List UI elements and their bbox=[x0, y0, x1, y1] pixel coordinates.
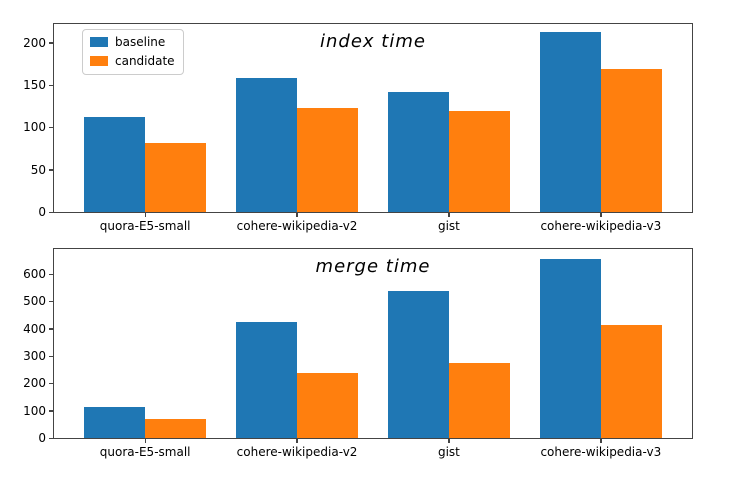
index-time-chart: index time baseline candidate 0 50 100 150 2… bbox=[23, 23, 693, 233]
x-tick-mark bbox=[600, 439, 602, 443]
x-tick-mark bbox=[296, 439, 298, 443]
plot-area bbox=[54, 249, 692, 438]
y-tick-mark bbox=[49, 127, 53, 129]
y-tick-mark bbox=[49, 211, 53, 213]
y-tick-mark bbox=[49, 410, 53, 412]
y-tick-mark bbox=[49, 169, 53, 171]
y-tick-label: 200 bbox=[23, 376, 46, 391]
y-tick-label: 200 bbox=[23, 35, 46, 50]
bar-candidate-quora-E5-small bbox=[145, 418, 206, 438]
bar-candidate-quora-E5-small bbox=[145, 142, 206, 212]
y-tick-label: 600 bbox=[23, 267, 46, 282]
legend-label-candidate: candidate bbox=[115, 54, 175, 68]
y-tick-label: 0 bbox=[38, 205, 46, 219]
y-tick-label: 150 bbox=[23, 77, 46, 92]
plot-area bbox=[54, 24, 692, 212]
x-tick-mark bbox=[448, 213, 450, 217]
y-tick-label: 100 bbox=[23, 120, 46, 135]
x-tick-label-cohere-wikipedia-v3: cohere-wikipedia-v3 bbox=[540, 445, 662, 459]
x-tick-label-cohere-wikipedia-v2: cohere-wikipedia-v2 bbox=[236, 219, 358, 233]
x-tick-mark bbox=[600, 213, 602, 217]
y-tick-mark bbox=[49, 42, 53, 44]
legend-swatch-candidate bbox=[90, 56, 108, 66]
y-tick-label: 500 bbox=[23, 294, 46, 309]
x-tick-mark bbox=[448, 439, 450, 443]
legend-item-candidate: candidate bbox=[90, 54, 175, 68]
bar-baseline-cohere-wikipedia-v3 bbox=[540, 259, 601, 438]
bar-baseline-cohere-wikipedia-v3 bbox=[540, 32, 601, 212]
x-tick-label-gist: gist bbox=[437, 219, 460, 233]
bar-candidate-cohere-wikipedia-v3 bbox=[600, 324, 662, 438]
y-tick-mark bbox=[49, 301, 53, 303]
y-tick-mark bbox=[49, 273, 53, 276]
y-tick-mark bbox=[49, 84, 53, 86]
y-tick-label: 50 bbox=[30, 162, 46, 177]
bar-baseline-quora-E5-small bbox=[84, 117, 146, 212]
bar-candidate-gist bbox=[448, 111, 510, 212]
y-tick-mark bbox=[49, 355, 53, 358]
bar-candidate-gist bbox=[448, 362, 510, 438]
legend: baseline candidate bbox=[82, 29, 184, 75]
legend-swatch-baseline bbox=[90, 37, 108, 47]
x-tick-mark bbox=[144, 439, 146, 443]
bar-baseline-cohere-wikipedia-v2 bbox=[236, 321, 298, 438]
y-tick-label: 100 bbox=[23, 403, 46, 418]
bar-baseline-gist bbox=[388, 91, 449, 212]
y-tick-mark bbox=[49, 328, 53, 330]
bar-candidate-cohere-wikipedia-v2 bbox=[297, 107, 358, 212]
legend-item-baseline: baseline bbox=[90, 35, 175, 49]
merge-time-chart: merge time 0 100 200 300 400 500 600 quora-E5-s… bbox=[23, 248, 693, 459]
y-tick-label: 300 bbox=[23, 349, 46, 364]
x-tick-mark bbox=[144, 213, 146, 217]
x-tick-mark bbox=[296, 213, 298, 217]
bar-baseline-cohere-wikipedia-v2 bbox=[236, 78, 298, 212]
bar-candidate-cohere-wikipedia-v2 bbox=[297, 373, 358, 438]
y-tick-label: 0 bbox=[38, 431, 46, 445]
legend-label-baseline: baseline bbox=[115, 35, 166, 49]
bar-baseline-gist bbox=[388, 291, 449, 438]
x-tick-label-cohere-wikipedia-v2: cohere-wikipedia-v2 bbox=[236, 445, 358, 459]
y-tick-label: 400 bbox=[23, 321, 46, 336]
y-tick-mark bbox=[49, 383, 53, 385]
bar-candidate-cohere-wikipedia-v3 bbox=[600, 68, 662, 212]
x-tick-label-quora-E5-small: quora-E5-small bbox=[99, 445, 191, 459]
y-tick-mark bbox=[49, 437, 53, 439]
x-tick-label-cohere-wikipedia-v3: cohere-wikipedia-v3 bbox=[540, 219, 662, 233]
x-tick-label-quora-E5-small: quora-E5-small bbox=[99, 219, 191, 233]
bar-baseline-quora-E5-small bbox=[84, 407, 146, 438]
x-tick-label-gist: gist bbox=[437, 445, 460, 459]
